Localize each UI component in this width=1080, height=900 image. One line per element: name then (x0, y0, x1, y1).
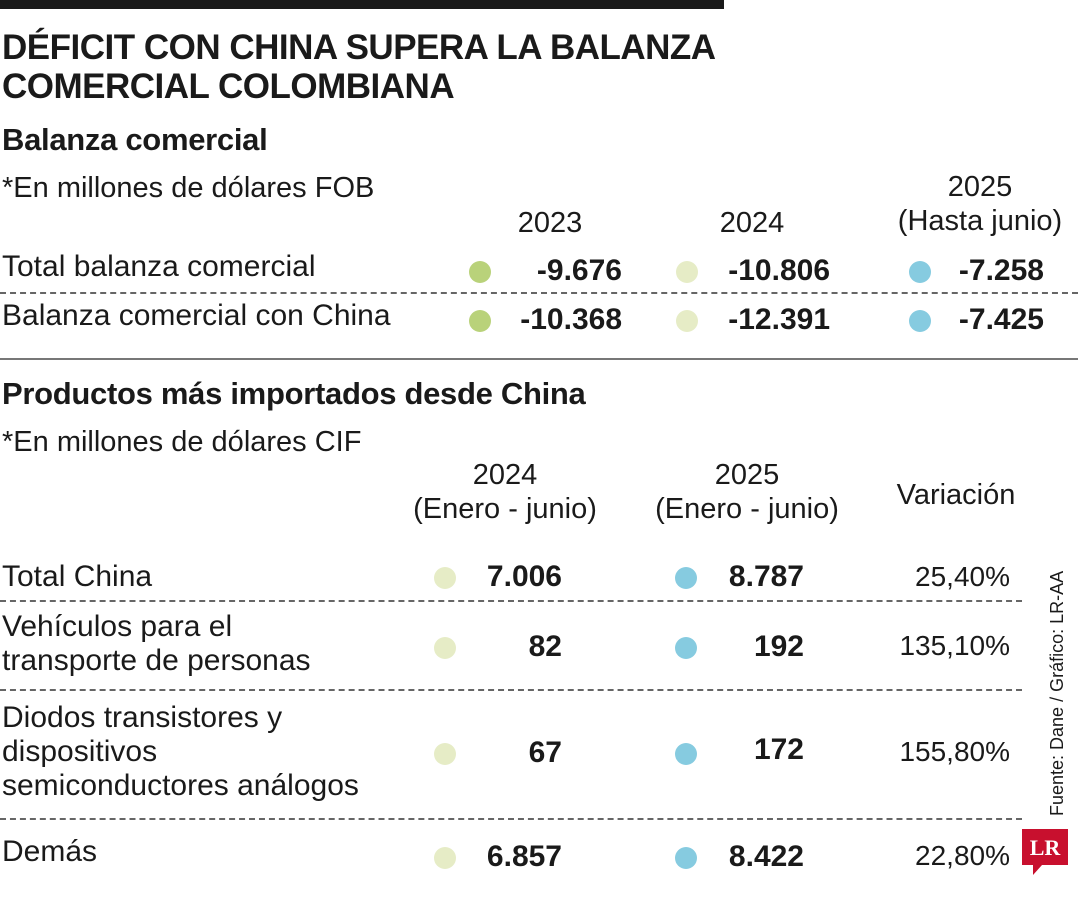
header-2025-year: 2025 (714, 459, 780, 491)
legend-dot-2025 (675, 847, 697, 869)
s1-value-2025: -7.425 (958, 303, 1044, 336)
s2-row-label-line: Vehículos para el (2, 610, 233, 643)
s2-row-label-line: Diodos transistores y (2, 701, 283, 734)
s1-row-label: Balanza comercial con China (2, 299, 391, 332)
section-divider (0, 358, 1078, 360)
section1-title: Balanza comercial (2, 122, 268, 157)
legend-dot-2025 (909, 310, 931, 332)
s1-value-2025: -7.258 (958, 254, 1044, 287)
legend-dot-2024 (676, 261, 698, 283)
s2-value-2024: 6.857 (486, 840, 562, 873)
s2-value-2025: 8.787 (728, 560, 804, 593)
s1-value-2023: -9.676 (536, 254, 622, 287)
s2-row-label: Total China (2, 560, 152, 594)
header-2025: 2025 (Hasta junio) (880, 170, 1080, 238)
title-line-2: COMERCIAL COLOMBIANA (2, 67, 455, 106)
s2-row-label-line: transporte de personas (2, 644, 311, 677)
s2-variation: 22,80% (915, 840, 1010, 871)
header-2025-year: 2025 (947, 171, 1013, 203)
s2-row-label-line: Total China (2, 560, 153, 593)
legend-dot-2024 (434, 847, 456, 869)
header-variation: Variación (896, 479, 1016, 511)
logo-text: LR (1030, 835, 1062, 860)
s2-value-2025: 192 (753, 630, 804, 663)
s2-row-label-line: semiconductores análogos (2, 769, 359, 802)
header-2024-period: (Enero - junio) (413, 493, 597, 525)
row-divider (0, 292, 1078, 294)
s1-value-2023: -10.368 (520, 303, 622, 336)
s2-variation: 135,10% (899, 630, 1010, 661)
title-line-1: DÉFICIT CON CHINA SUPERA LA BALANZA (2, 28, 716, 67)
header-2025-period: (Enero - junio) (655, 493, 839, 525)
legend-dot-2025 (675, 743, 697, 765)
legend-dot-2023 (469, 261, 491, 283)
legend-dot-2025 (675, 567, 697, 589)
source-text: Fuente: Dane / Gráfico: LR-AA (1047, 570, 1067, 816)
legend-dot-2023 (469, 310, 491, 332)
row-divider (0, 600, 1022, 602)
legend-dot-2024 (434, 637, 456, 659)
legend-dot-2025 (909, 261, 931, 283)
header-2024-year: 2024 (472, 459, 538, 491)
legend-dot-2024 (676, 310, 698, 332)
section1-unit-note: *En millones de dólares FOB (2, 172, 375, 204)
header-2023: 2023 (517, 207, 583, 239)
s1-value-2024: -12.391 (728, 303, 830, 336)
s2-value-2024: 82 (528, 630, 562, 663)
s2-row-label: Demás (2, 835, 97, 869)
s2-variation: 155,80% (899, 736, 1010, 767)
s2-value-2025: 172 (753, 733, 804, 766)
s2-value-2024: 67 (528, 736, 562, 769)
source-credit: Fuente: Dane / Gráfico: LR-AA (1046, 546, 1074, 816)
s2-value-2025: 8.422 (728, 840, 804, 873)
lr-logo: LR (1022, 829, 1068, 875)
chart-title: DÉFICIT CON CHINA SUPERA LA BALANZA COME… (2, 28, 742, 106)
header-2024-h1: 2024 (Enero - junio) (395, 458, 615, 526)
s2-row-label-line: dispositivos (2, 735, 158, 768)
legend-dot-2024 (434, 567, 456, 589)
s1-value-2024: -10.806 (728, 254, 830, 287)
header-2024: 2024 (719, 207, 785, 239)
s2-row-label: Diodos transistores y dispositivos semic… (2, 701, 359, 803)
row-divider (0, 689, 1022, 691)
row-divider (0, 818, 1022, 820)
header-2025-period: (Hasta junio) (897, 205, 1063, 237)
top-rule (0, 0, 724, 9)
legend-dot-2024 (434, 743, 456, 765)
s2-value-2024: 7.006 (486, 560, 562, 593)
section2-title: Productos más importados desde China (2, 376, 586, 411)
s1-row-label: Total balanza comercial (2, 250, 316, 283)
s2-row-label: Vehículos para el transporte de personas (2, 610, 311, 678)
header-2025-h1: 2025 (Enero - junio) (637, 458, 857, 526)
legend-dot-2025 (675, 637, 697, 659)
s2-variation: 25,40% (915, 561, 1010, 592)
section2-unit-note: *En millones de dólares CIF (2, 426, 362, 458)
s2-row-label-line: Demás (2, 835, 98, 868)
